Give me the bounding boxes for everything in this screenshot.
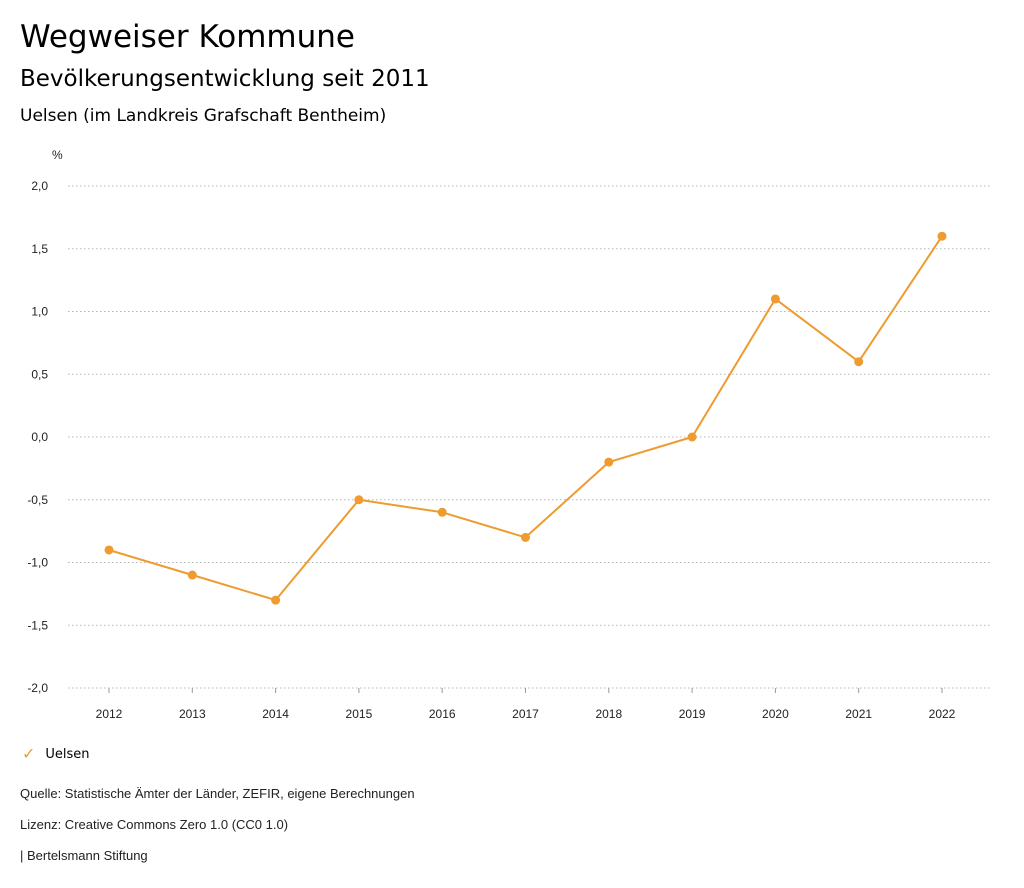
data-point bbox=[437, 507, 447, 517]
series-line bbox=[108, 235, 943, 602]
legend-label: Uelsen bbox=[45, 746, 90, 762]
y-tick-label: -1,5 bbox=[27, 618, 48, 632]
y-tick-label: -2,0 bbox=[27, 681, 48, 695]
x-tick-label: 2022 bbox=[929, 707, 956, 721]
data-point bbox=[271, 595, 281, 605]
x-tick-label: 2017 bbox=[512, 707, 539, 721]
x-tick-label: 2012 bbox=[96, 707, 123, 721]
data-point bbox=[770, 294, 780, 304]
y-tick-label: 2,0 bbox=[31, 179, 48, 193]
license-note: Lizenz: Creative Commons Zero 1.0 (CC0 1… bbox=[20, 817, 289, 832]
data-point bbox=[687, 432, 697, 442]
x-tick-label: 2015 bbox=[346, 707, 373, 721]
y-tick-labels: 2,0 1,5 1,0 0,5 0,0 -0,5 -1,0 -1,5 -2,0 bbox=[27, 179, 48, 695]
y-tick-label: 1,0 bbox=[31, 305, 48, 319]
y-tick-label: 0,5 bbox=[31, 367, 48, 381]
data-point bbox=[187, 570, 197, 580]
chart-subtitle: Bevölkerungsentwicklung seit 2011 bbox=[20, 66, 430, 92]
data-point bbox=[854, 357, 864, 367]
data-point bbox=[521, 532, 530, 542]
page-title: Wegweiser Kommune bbox=[20, 19, 355, 55]
region-label: Uelsen (im Landkreis Grafschaft Bentheim… bbox=[20, 106, 387, 126]
data-point bbox=[104, 545, 114, 555]
y-tick-label: -0,5 bbox=[27, 493, 48, 507]
gridlines bbox=[68, 185, 990, 689]
y-tick-label: 1,5 bbox=[31, 242, 48, 256]
source-note: Quelle: Statistische Ämter der Länder, Z… bbox=[20, 786, 415, 801]
check-icon: ✓ bbox=[22, 744, 36, 763]
x-tick-labels: 2012 2013 2014 2015 2016 2017 2018 2019 2020 2021… bbox=[96, 688, 956, 721]
data-point bbox=[604, 457, 614, 467]
x-tick-label: 2014 bbox=[262, 707, 289, 721]
x-tick-label: 2021 bbox=[845, 707, 872, 721]
x-tick-label: 2018 bbox=[595, 707, 622, 721]
y-tick-label: 0,0 bbox=[31, 430, 48, 444]
x-tick-label: 2016 bbox=[429, 707, 456, 721]
x-tick-label: 2013 bbox=[179, 707, 206, 721]
data-point bbox=[354, 495, 364, 505]
series-uelsen bbox=[104, 231, 947, 605]
data-point bbox=[937, 231, 947, 241]
x-tick-label: 2019 bbox=[679, 707, 706, 721]
y-axis-unit-label: % bbox=[52, 148, 63, 162]
credit-note: | Bertelsmann Stiftung bbox=[20, 848, 148, 863]
y-tick-label: -1,0 bbox=[27, 556, 48, 570]
legend-item-uelsen[interactable]: ✓ Uelsen bbox=[22, 744, 90, 764]
x-tick-label: 2020 bbox=[762, 707, 789, 721]
